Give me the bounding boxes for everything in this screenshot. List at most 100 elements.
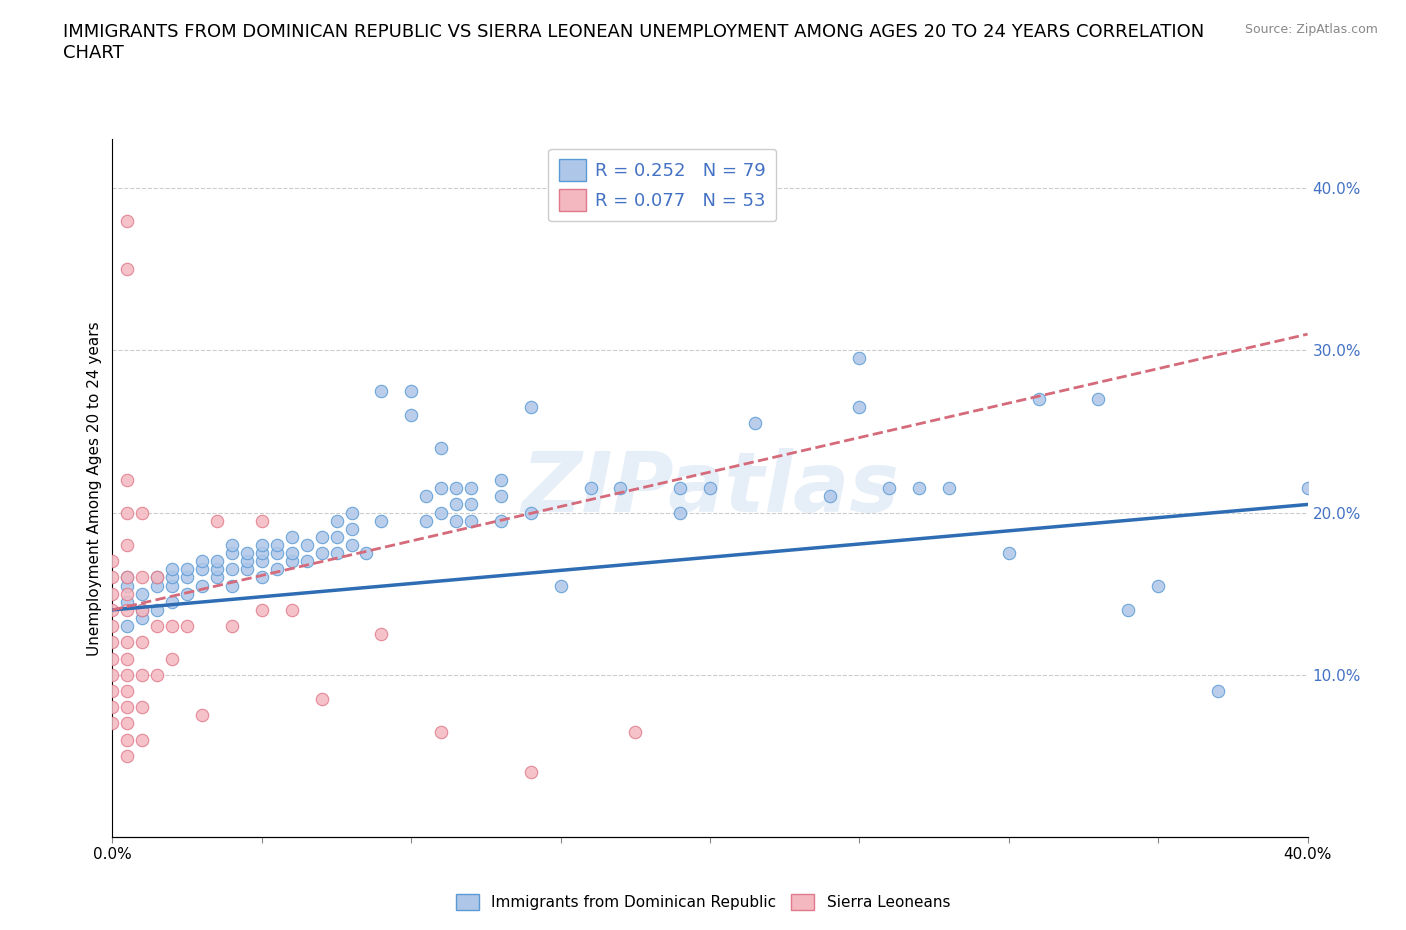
Point [131,505,153,520]
Point [848,400,870,415]
Legend: Immigrants from Dominican Republic, Sierra Leoneans: Immigrants from Dominican Republic, Sier… [449,886,957,918]
Point [311,546,333,561]
Point [1118,603,1140,618]
Point [281,546,304,561]
Point [205,513,228,528]
Point [117,586,139,601]
Point [460,513,482,528]
Y-axis label: Unemployment Among Ages 20 to 24 years: Unemployment Among Ages 20 to 24 years [87,321,103,656]
Point [311,692,333,707]
Point [430,724,453,739]
Point [236,553,259,568]
Point [281,529,304,544]
Point [101,684,124,698]
Point [520,764,543,779]
Point [401,383,423,398]
Point [146,570,169,585]
Point [191,578,214,593]
Point [176,570,198,585]
Point [325,546,347,561]
Point [415,513,437,528]
Point [1296,481,1319,496]
Point [250,603,273,618]
Point [908,481,931,496]
Point [1028,392,1050,406]
Point [101,651,124,666]
Point [520,400,543,415]
Text: IMMIGRANTS FROM DOMINICAN REPUBLIC VS SIERRA LEONEAN UNEMPLOYMENT AMONG AGES 20 : IMMIGRANTS FROM DOMINICAN REPUBLIC VS SI… [63,23,1205,62]
Point [998,546,1021,561]
Point [221,538,243,552]
Point [1147,578,1170,593]
Text: Source: ZipAtlas.com: Source: ZipAtlas.com [1244,23,1378,36]
Point [609,481,631,496]
Point [848,351,870,365]
Point [162,570,183,585]
Point [460,481,482,496]
Point [191,562,214,577]
Text: ZIPatlas: ZIPatlas [522,447,898,529]
Point [117,505,139,520]
Point [489,472,512,487]
Point [117,594,139,609]
Point [101,586,124,601]
Point [131,570,153,585]
Point [325,529,347,544]
Point [818,489,841,504]
Point [131,699,153,714]
Point [176,562,198,577]
Point [146,570,169,585]
Point [579,481,602,496]
Point [117,538,139,552]
Point [191,708,214,723]
Point [117,262,139,277]
Point [401,408,423,423]
Point [117,635,139,650]
Point [356,546,378,561]
Point [162,618,183,633]
Point [281,553,304,568]
Point [250,553,273,568]
Point [117,603,139,618]
Point [101,716,124,731]
Point [340,522,363,537]
Point [131,732,153,747]
Point [520,505,543,520]
Point [117,699,139,714]
Point [117,570,139,585]
Point [669,505,692,520]
Point [236,546,259,561]
Point [444,513,467,528]
Point [221,618,243,633]
Point [131,611,153,626]
Point [131,603,153,618]
Point [295,538,318,552]
Point [221,546,243,561]
Point [340,538,363,552]
Point [146,668,169,683]
Point [191,553,214,568]
Point [250,570,273,585]
Point [250,546,273,561]
Point [221,578,243,593]
Point [101,570,124,585]
Point [205,553,228,568]
Point [938,481,960,496]
Point [430,481,453,496]
Point [250,538,273,552]
Point [117,213,139,228]
Point [370,627,392,642]
Point [117,716,139,731]
Point [146,578,169,593]
Point [311,529,333,544]
Point [117,570,139,585]
Point [131,586,153,601]
Point [146,603,169,618]
Point [266,538,288,552]
Point [489,513,512,528]
Point [131,668,153,683]
Point [101,618,124,633]
Point [176,586,198,601]
Point [176,618,198,633]
Point [117,651,139,666]
